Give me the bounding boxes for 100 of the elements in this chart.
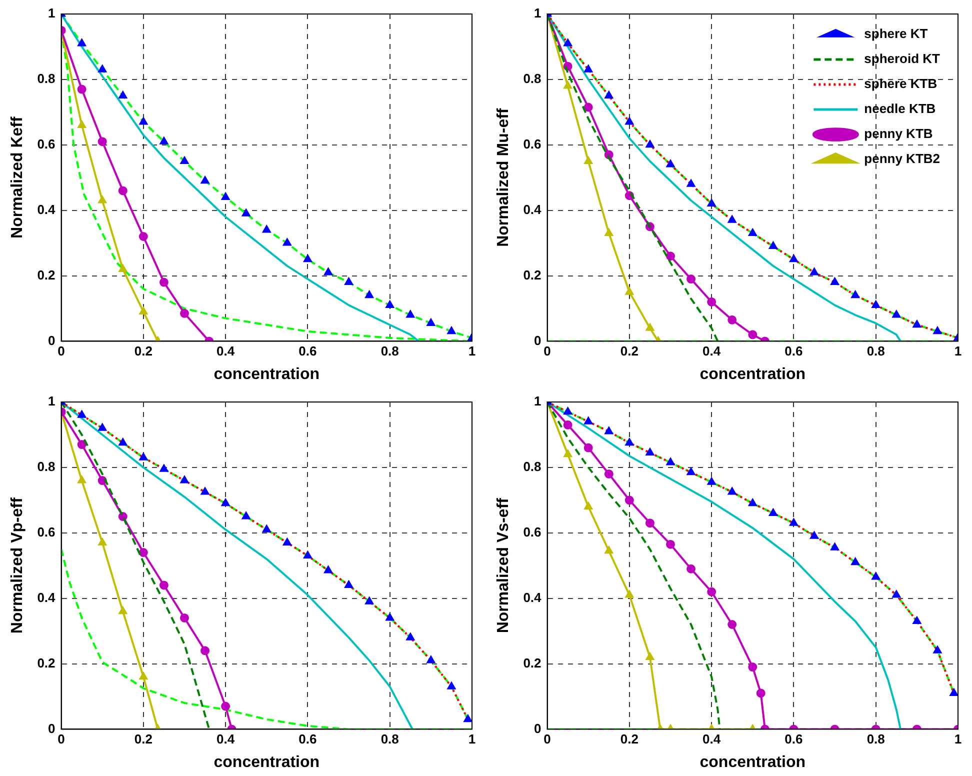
y-tick-label: 0.4 (523, 590, 542, 605)
point (139, 672, 148, 680)
point (159, 278, 168, 287)
y-tick-label: 0 (534, 720, 542, 736)
point (625, 590, 634, 598)
y-axis-title: Normalized Mu-eff (495, 108, 512, 247)
x-tick-label: 0.2 (134, 344, 152, 359)
point (98, 538, 106, 546)
point (242, 209, 250, 216)
point (98, 196, 106, 204)
x-tick-label: 0.6 (784, 344, 803, 359)
point (728, 216, 736, 223)
point (933, 326, 942, 334)
point (584, 443, 593, 452)
point (200, 646, 210, 656)
point (830, 543, 839, 550)
point (180, 156, 189, 164)
point (180, 476, 189, 484)
point (426, 656, 435, 664)
point (646, 324, 654, 331)
point (666, 160, 675, 168)
y-tick-label: 1 (48, 394, 56, 409)
x-tick-label: 0.8 (866, 732, 885, 747)
x-axis-title: concentration (700, 366, 806, 383)
point (283, 238, 292, 246)
x-tick-label: 0.4 (702, 732, 722, 747)
legend-label: sphere KT (864, 26, 928, 42)
legend-label: penny KTB (864, 126, 933, 142)
point (708, 478, 716, 485)
y-tick-label: 0.8 (37, 459, 56, 474)
y-tick-label: 0.6 (37, 524, 56, 540)
point (222, 192, 230, 200)
point (386, 613, 394, 621)
point (810, 268, 818, 276)
point (810, 532, 818, 539)
point (769, 508, 778, 516)
point (98, 137, 107, 146)
y-tick-label: 0.8 (37, 71, 56, 86)
point (604, 228, 613, 236)
x-tick-label: 0.4 (216, 732, 236, 747)
x-tick-label: 0.6 (784, 732, 803, 747)
point (200, 487, 210, 495)
point (686, 564, 696, 574)
point (728, 620, 737, 629)
x-tick-label: 0.4 (216, 344, 236, 359)
point (872, 572, 880, 580)
point (180, 308, 189, 318)
point (707, 297, 716, 306)
point (78, 410, 86, 418)
point (139, 117, 148, 125)
point (604, 469, 614, 478)
y-tick-label: 0.6 (37, 136, 56, 152)
point (160, 137, 168, 144)
point (365, 597, 374, 604)
point (584, 156, 592, 164)
point (564, 407, 572, 415)
point (728, 487, 736, 495)
point (646, 652, 654, 660)
x-tick-label: 1 (954, 344, 962, 359)
point (406, 310, 414, 318)
point (707, 587, 716, 596)
point (344, 278, 353, 286)
y-tick-label: 0.6 (523, 136, 542, 152)
point (138, 232, 148, 241)
x-tick-label: 1 (468, 344, 476, 359)
point (748, 498, 757, 506)
y-tick-label: 1 (534, 6, 542, 21)
point (77, 84, 86, 94)
point (666, 252, 675, 261)
point (78, 38, 86, 46)
point (851, 290, 860, 298)
point (160, 464, 168, 472)
x-tick-label: 1 (468, 732, 476, 747)
point (892, 310, 900, 318)
point (118, 186, 128, 196)
y-tick-label: 0.2 (523, 267, 542, 282)
legend-label: spheroid KT (864, 51, 940, 66)
point (666, 540, 675, 549)
point (324, 566, 332, 574)
x-tick-label: 0.2 (620, 344, 638, 359)
point (686, 180, 696, 187)
x-tick-label: 0.6 (298, 732, 317, 747)
point (872, 300, 880, 308)
point (304, 551, 312, 559)
point (118, 91, 127, 99)
point (686, 468, 696, 476)
point (584, 502, 592, 510)
point (464, 714, 472, 722)
y-tick-label: 0.6 (523, 524, 542, 540)
x-tick-label: 1 (954, 732, 962, 747)
y-tick-label: 0.2 (37, 267, 56, 282)
y-axis-title: Normalized Vp-eff (9, 496, 26, 634)
point (912, 320, 921, 328)
point (242, 512, 250, 520)
point (790, 254, 798, 262)
point (118, 438, 127, 446)
point (892, 590, 900, 598)
y-axis-title: Normalized Vs-eff (495, 497, 512, 634)
point (139, 307, 148, 314)
point (748, 330, 758, 340)
